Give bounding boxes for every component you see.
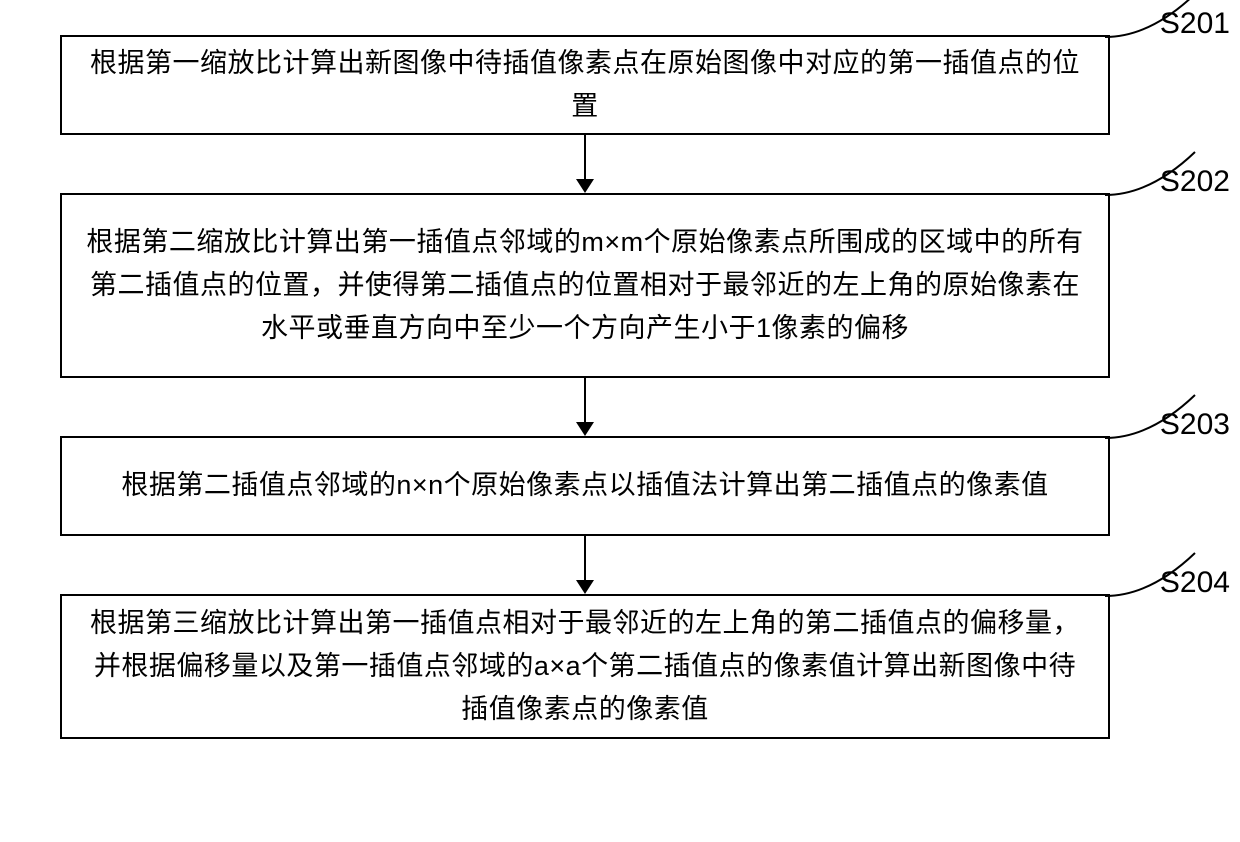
arrow-down [60,135,1110,193]
callout-line [1100,0,1240,42]
step-box: 根据第一缩放比计算出新图像中待插值像素点在原始图像中对应的第一插值点的位置 [60,35,1110,135]
step-text: 根据第一缩放比计算出新图像中待插值像素点在原始图像中对应的第一插值点的位置 [82,42,1088,128]
step-box: 根据第三缩放比计算出第一插值点相对于最邻近的左上角的第二插值点的偏移量，并根据偏… [60,594,1110,739]
step-box: 根据第二缩放比计算出第一插值点邻域的m×m个原始像素点所围成的区域中的所有第二插… [60,193,1110,378]
flow-step-S202: 根据第二缩放比计算出第一插值点邻域的m×m个原始像素点所围成的区域中的所有第二插… [60,193,1180,378]
flowchart-container: 根据第一缩放比计算出新图像中待插值像素点在原始图像中对应的第一插值点的位置S20… [60,35,1180,739]
callout-line [1100,140,1240,200]
step-box: 根据第二插值点邻域的n×n个原始像素点以插值法计算出第二插值点的像素值 [60,436,1110,536]
step-text: 根据第三缩放比计算出第一插值点相对于最邻近的左上角的第二插值点的偏移量，并根据偏… [82,602,1088,732]
step-text: 根据第二插值点邻域的n×n个原始像素点以插值法计算出第二插值点的像素值 [121,464,1048,507]
step-text: 根据第二缩放比计算出第一插值点邻域的m×m个原始像素点所围成的区域中的所有第二插… [82,221,1088,351]
flow-step-S203: 根据第二插值点邻域的n×n个原始像素点以插值法计算出第二插值点的像素值S203 [60,436,1180,536]
arrow-down [60,378,1110,436]
callout-line [1100,383,1240,443]
flow-step-S204: 根据第三缩放比计算出第一插值点相对于最邻近的左上角的第二插值点的偏移量，并根据偏… [60,594,1180,739]
flow-step-S201: 根据第一缩放比计算出新图像中待插值像素点在原始图像中对应的第一插值点的位置S20… [60,35,1180,135]
arrow-down [60,536,1110,594]
callout-line [1100,541,1240,601]
